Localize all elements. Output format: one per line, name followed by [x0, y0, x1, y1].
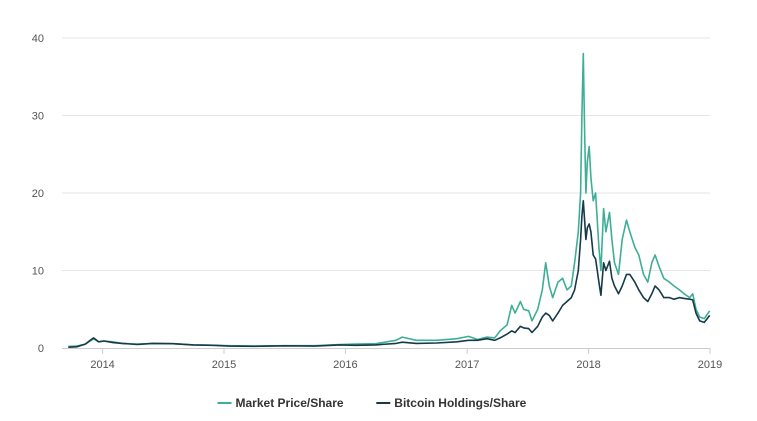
legend-item-bitcoin-holdings-share[interactable]: Bitcoin Holdings/Share	[376, 396, 527, 410]
series-lines	[68, 52, 711, 348]
x-tick-label-2014: 2014	[90, 359, 114, 371]
x-tick-label-2015: 2015	[212, 359, 236, 371]
legend-label: Market Price/Share	[236, 396, 344, 410]
legend[interactable]: Market Price/Share Bitcoin Holdings/Share	[217, 396, 527, 410]
x-tick-label-2016: 2016	[333, 359, 357, 371]
y-tick-label-0: 0	[38, 343, 44, 355]
legend-label: Bitcoin Holdings/Share	[394, 396, 526, 410]
y-tick-label-30: 30	[32, 111, 44, 123]
x-tick-label-2017: 2017	[455, 359, 479, 371]
y-tick-label-40: 40	[32, 33, 44, 45]
x-tick-label-2019: 2019	[698, 359, 722, 371]
series-line-bitcoin-holdings-share	[68, 200, 711, 348]
series-line-market-price-share	[68, 52, 711, 348]
x-axis: 2014 2015 2016 2017 2018 2019	[62, 348, 722, 371]
grid	[62, 37, 710, 271]
legend-item-market-price-share[interactable]: Market Price/Share	[217, 396, 344, 410]
y-axis: 0 10 20 30 40	[32, 33, 44, 355]
x-tick-label-2018: 2018	[576, 359, 600, 371]
y-tick-label-10: 10	[32, 266, 44, 278]
y-tick-label-20: 20	[32, 188, 44, 200]
